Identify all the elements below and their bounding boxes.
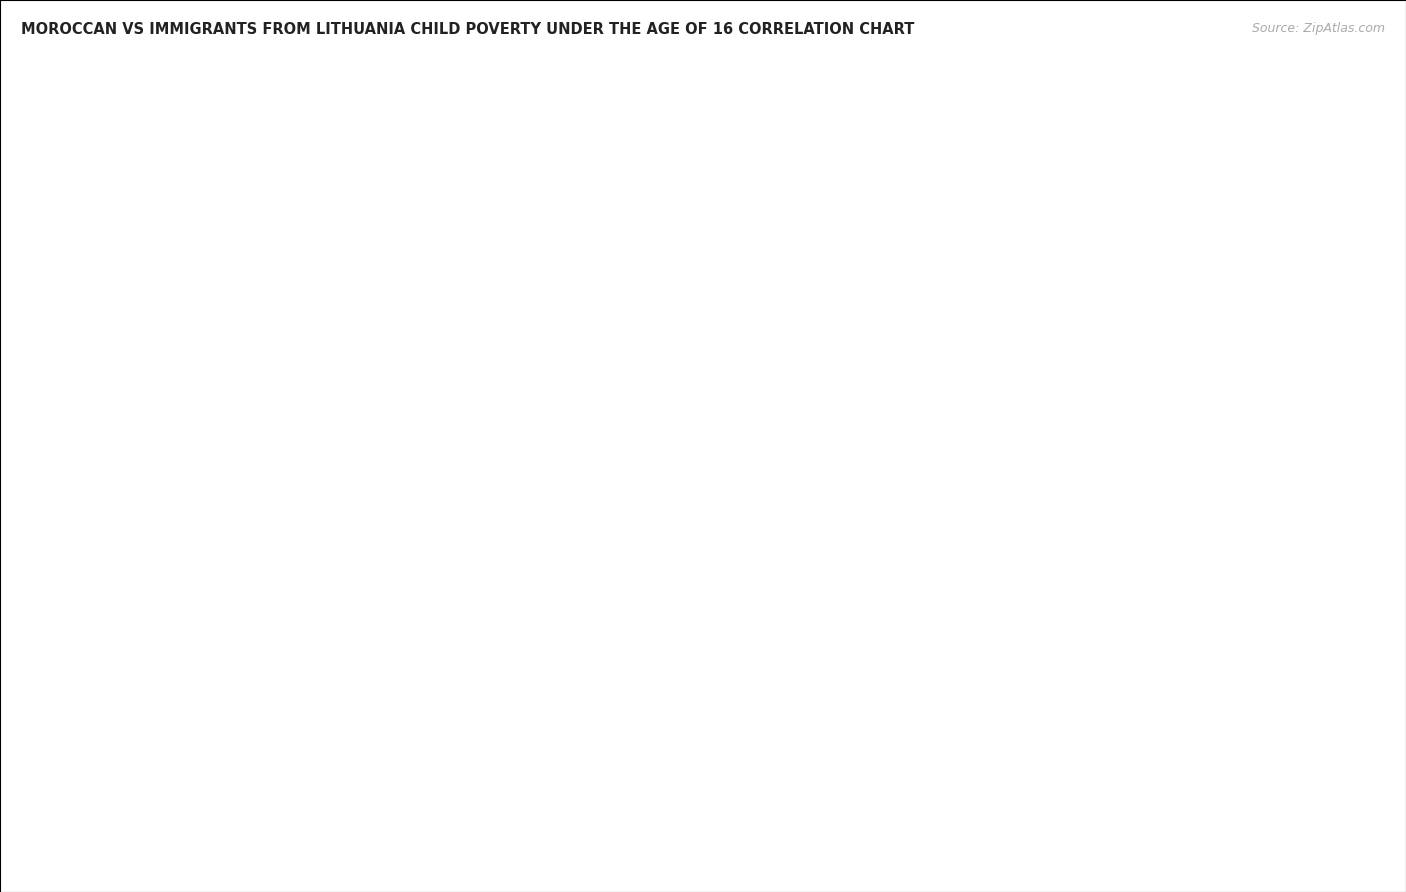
Point [329,425,352,440]
Text: Immigrants from Lithuania: Immigrants from Lithuania [785,821,988,836]
Point [217,514,239,528]
Point [409,412,432,426]
Bar [745,819,776,838]
Text: R =  0.648   N = 38: R = 0.648 N = 38 [672,110,856,125]
Point [124,673,146,687]
Point [288,752,311,766]
Point [208,532,231,546]
Point [120,664,142,678]
Text: atlas: atlas [606,401,790,474]
Point [135,673,157,687]
Point [143,677,166,691]
Point [228,500,250,515]
Text: R = -0.447   N = 26: R = -0.447 N = 26 [672,155,856,170]
Point [128,668,150,682]
Point [148,681,170,696]
Point [107,659,129,673]
Text: Moroccans: Moroccans [574,821,655,836]
Point [115,668,138,682]
Point [249,739,271,753]
Bar [621,104,651,125]
Point [167,575,190,590]
Point [91,650,114,665]
Text: Source: ZipAtlas.com: Source: ZipAtlas.com [1251,22,1385,36]
Point [934,169,956,184]
Point [240,487,263,501]
Point [249,461,271,475]
Point [139,674,162,689]
Point [450,394,472,409]
Point [612,619,634,633]
Point [128,615,150,630]
Point [111,611,134,625]
Point [228,730,250,744]
FancyBboxPatch shape [606,93,957,178]
Point [256,439,278,453]
Text: MOROCCAN VS IMMIGRANTS FROM LITHUANIA CHILD POVERTY UNDER THE AGE OF 16 CORRELAT: MOROCCAN VS IMMIGRANTS FROM LITHUANIA CH… [21,22,914,37]
Point [631,615,654,630]
Point [111,665,134,680]
Point [152,602,174,616]
Point [128,659,150,673]
Point [135,611,157,625]
Point [208,721,231,735]
Point [152,690,174,705]
Bar [621,149,651,170]
Point [143,615,166,630]
Point [160,694,183,708]
Point [389,425,412,440]
Bar [534,819,564,838]
Point [103,615,125,630]
Point [309,425,332,440]
Point [288,434,311,449]
Y-axis label: Child Poverty Under the Age of 16: Child Poverty Under the Age of 16 [67,312,83,562]
Point [148,584,170,599]
Point [309,756,332,771]
Point [530,791,553,805]
Point [176,558,198,572]
Point [167,698,190,713]
Point [132,665,155,680]
Point [96,619,118,633]
Point [103,655,125,669]
Point [711,659,734,673]
Point [470,382,492,396]
Point [120,624,142,638]
Point [188,707,211,722]
Point [1135,153,1157,167]
Point [148,593,170,607]
Point [160,598,183,612]
Point [128,607,150,621]
Point [160,589,183,603]
Point [176,703,198,717]
Point [491,364,513,378]
Point [135,602,157,616]
Point [349,417,371,431]
Point [200,541,222,555]
Point [188,549,211,563]
Point [96,650,118,665]
Text: ZIP: ZIP [423,389,606,485]
